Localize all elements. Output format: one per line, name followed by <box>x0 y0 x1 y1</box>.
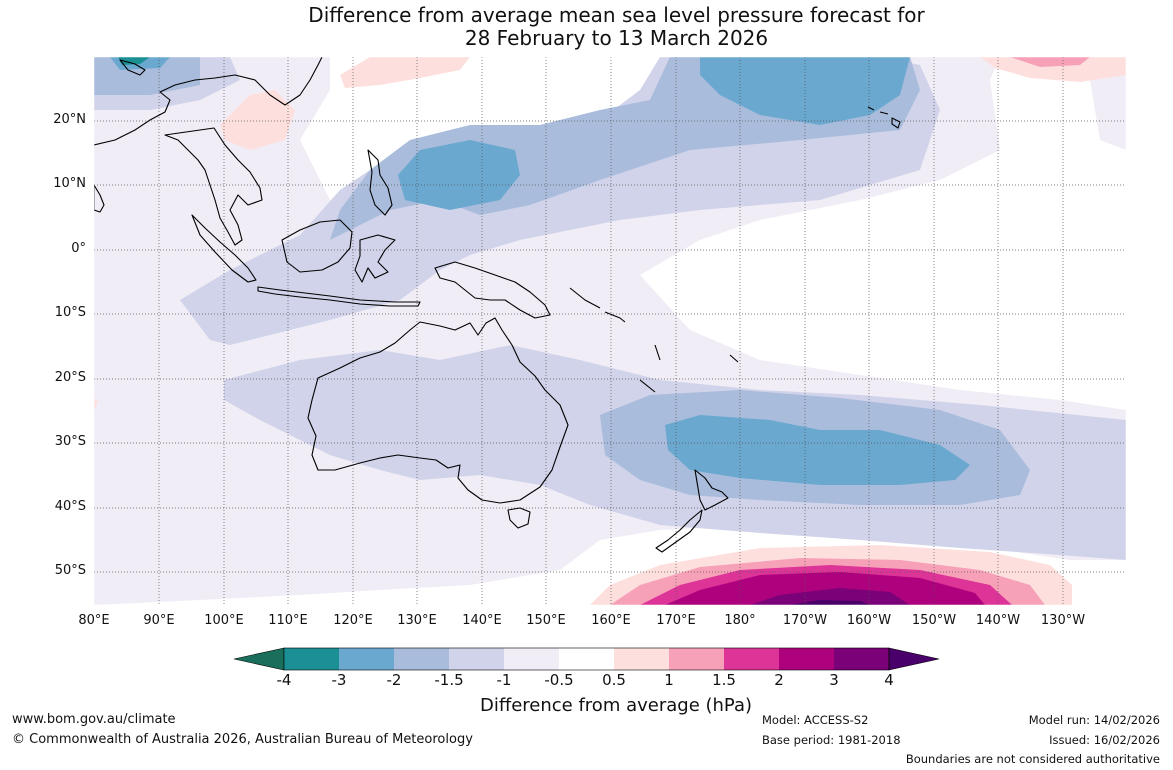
lon-label-140e: 140°E <box>462 613 502 628</box>
lat-label-40s: 40°S <box>54 499 86 514</box>
colorbar-segment <box>339 648 394 670</box>
colorbar-segment <box>779 648 834 670</box>
colorbar-segment <box>614 648 669 670</box>
colorbar-segment <box>394 648 449 670</box>
lat-label-10s: 10°S <box>54 305 86 320</box>
colorbar-segment <box>559 648 614 670</box>
australia-coast <box>307 317 569 504</box>
colorbar-tick: 4 <box>884 671 894 689</box>
lon-label-170e: 170°E <box>656 613 696 628</box>
colorbar-extend-high <box>888 647 940 671</box>
colorbar-segment <box>724 648 779 670</box>
coastlines <box>94 57 901 553</box>
java-coast <box>257 286 421 307</box>
lat-label-50s: 50°S <box>54 563 86 578</box>
colorbar-tick: 1.5 <box>712 671 736 689</box>
issued-text: Issued: 16/02/2026 <box>1049 733 1160 747</box>
colorbar-tick: -2 <box>386 671 402 689</box>
borneo-coast <box>281 219 353 273</box>
lon-label-170w: 170°W <box>782 613 828 628</box>
tasmania-coast <box>507 507 531 529</box>
lon-label-140w: 140°W <box>975 613 1021 628</box>
lat-label-0: 0° <box>71 241 86 256</box>
colorbar <box>233 647 940 671</box>
lon-label-150w: 150°W <box>911 613 957 628</box>
colorbar-tick: -0.5 <box>544 671 574 689</box>
colorbar-tick: -1 <box>496 671 512 689</box>
philippines-coast <box>367 149 393 216</box>
lon-label-110e: 110°E <box>268 613 308 628</box>
model-run-text: Model run: 14/02/2026 <box>1028 713 1160 727</box>
website-link[interactable]: www.bom.gov.au/climate <box>12 712 176 727</box>
colorbar-tick: -1.5 <box>434 671 464 689</box>
lon-label-160e: 160°E <box>591 613 631 628</box>
sumatra-coast <box>191 214 257 283</box>
colorbar-extend-low <box>233 647 285 671</box>
colorbar-segment <box>284 648 339 670</box>
map-frame <box>93 56 1127 606</box>
colorbar-title: Difference from average (hPa) <box>479 695 753 716</box>
lon-label-120e: 120°E <box>333 613 373 628</box>
colorbar-segment <box>504 648 559 670</box>
new-guinea-coast <box>434 261 551 319</box>
lon-label-80e: 80°E <box>78 613 110 628</box>
disclaimer-text: Boundaries are not considered authoritat… <box>905 752 1160 766</box>
lat-label-10n: 10°N <box>53 176 86 191</box>
colorbar-outline <box>283 647 890 671</box>
lon-label-100e: 100°E <box>204 613 244 628</box>
colorbar-segment <box>669 648 724 670</box>
colorbar-tick: -4 <box>276 671 292 689</box>
graticule <box>94 57 1126 605</box>
base-period-text: Base period: 1981-2018 <box>762 733 901 747</box>
lon-label-130w: 130°W <box>1040 613 1086 628</box>
japan-coast <box>119 59 146 76</box>
colorbar-tick: 1 <box>664 671 674 689</box>
colorbar-tick: -3 <box>331 671 347 689</box>
hawaii-coast <box>867 106 901 129</box>
title-line-1: Difference from average mean sea level p… <box>308 3 925 27</box>
india-coast <box>94 184 105 213</box>
pacific-islands-coast <box>569 287 739 393</box>
lon-label-130e: 130°E <box>397 613 437 628</box>
lat-label-30s: 30°S <box>54 434 86 449</box>
asia-coast <box>94 57 323 246</box>
lat-label-20s: 20°S <box>54 370 86 385</box>
colorbar-tick: 2 <box>774 671 784 689</box>
copyright-text: © Commonwealth of Australia 2026, Austra… <box>12 732 473 747</box>
lon-label-150e: 150°E <box>526 613 566 628</box>
lon-label-160w: 160°W <box>846 613 892 628</box>
new-zealand-coast <box>655 469 729 553</box>
title-line-2: 28 February to 13 March 2026 <box>464 26 769 50</box>
map-title: Difference from average mean sea level p… <box>0 4 1173 50</box>
lon-label-180: 180° <box>724 613 756 628</box>
lat-label-20n: 20°N <box>53 112 86 127</box>
anomaly-field <box>94 57 1126 605</box>
sulawesi-coast <box>354 234 396 283</box>
model-text: Model: ACCESS-S2 <box>762 713 869 727</box>
colorbar-tick: 0.5 <box>602 671 626 689</box>
colorbar-segment <box>449 648 504 670</box>
colorbar-segment <box>834 648 889 670</box>
lon-label-90e: 90°E <box>143 613 175 628</box>
colorbar-tick: 3 <box>829 671 839 689</box>
